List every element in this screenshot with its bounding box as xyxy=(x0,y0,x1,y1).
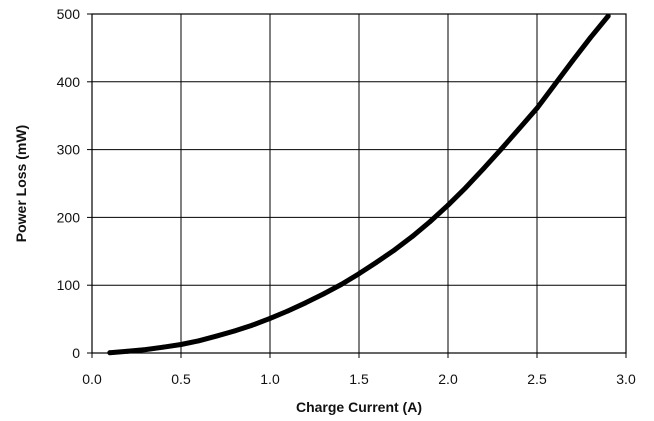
y-tick-label: 100 xyxy=(57,277,81,293)
y-tick-label: 200 xyxy=(57,209,81,225)
data-point xyxy=(214,333,220,339)
grid xyxy=(92,14,626,353)
data-point xyxy=(427,219,433,224)
x-tick-label: 0.5 xyxy=(171,371,191,387)
x-tick-label: 0.0 xyxy=(82,371,102,387)
x-axis-title: Charge Current (A) xyxy=(296,399,422,415)
data-point xyxy=(481,166,486,172)
data-point xyxy=(392,247,397,253)
x-axis-ticks: 0.0 0.5 1.0 1.5 2.0 2.5 3.0 xyxy=(82,353,636,387)
data-point xyxy=(160,344,166,350)
data-point xyxy=(534,105,540,111)
data-point xyxy=(552,82,558,87)
data-point xyxy=(303,300,308,306)
y-axis-title: Power Loss (mW) xyxy=(13,125,29,242)
data-point xyxy=(516,126,522,131)
y-axis-ticks: 0 100 200 300 400 500 xyxy=(57,6,92,361)
data-point xyxy=(143,347,148,352)
data-point xyxy=(267,316,273,321)
x-tick-label: 1.5 xyxy=(349,371,369,387)
x-tick-label: 3.0 xyxy=(616,371,636,387)
x-tick-label: 1.0 xyxy=(260,371,280,387)
data-point xyxy=(356,271,362,277)
y-tick-label: 0 xyxy=(72,345,80,361)
data-point xyxy=(249,322,255,328)
x-tick-label: 2.5 xyxy=(527,371,547,387)
y-tick-label: 300 xyxy=(57,142,81,158)
data-point xyxy=(374,259,380,265)
data-point xyxy=(605,13,611,19)
x-tick-label: 2.0 xyxy=(438,371,458,387)
data-point xyxy=(445,202,451,208)
data-point xyxy=(570,58,575,64)
data-point xyxy=(196,338,202,344)
data-point xyxy=(463,185,469,191)
y-tick-label: 500 xyxy=(57,6,81,22)
data-point xyxy=(285,308,291,314)
series-layer xyxy=(107,13,611,356)
data-point xyxy=(232,328,237,334)
data-point xyxy=(499,146,504,152)
data-point xyxy=(321,291,326,297)
data-point xyxy=(338,282,344,287)
data-point xyxy=(588,35,593,41)
y-tick-label: 400 xyxy=(57,74,81,90)
data-point xyxy=(178,342,184,347)
data-point xyxy=(410,234,415,239)
